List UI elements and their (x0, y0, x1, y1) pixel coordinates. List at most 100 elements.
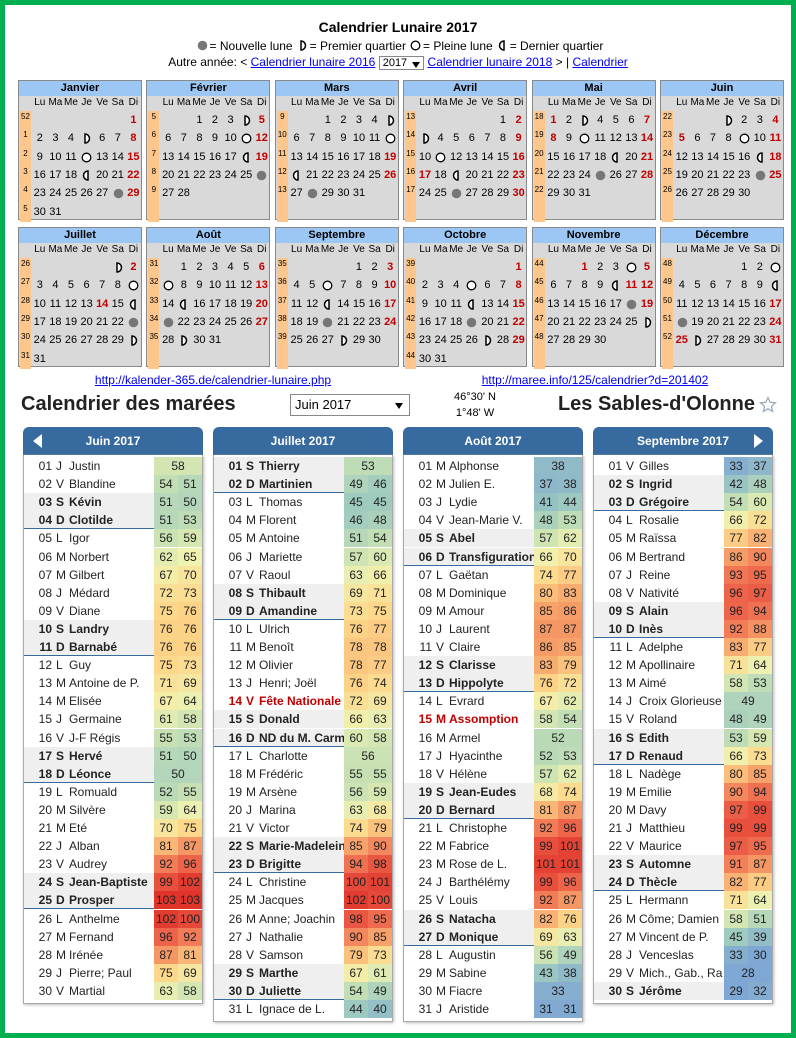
saint-name: Hervé (69, 748, 103, 763)
prev-link[interactable]: Calendrier lunaire 2016 (250, 55, 376, 69)
day: 4 (227, 261, 234, 273)
weekday-letter: S (626, 983, 635, 998)
day-number: 24 (608, 875, 622, 890)
day-number: 18 (418, 766, 432, 781)
weekday: Lu (419, 244, 431, 255)
day-number: 12 (38, 658, 52, 673)
weekday: Me (64, 97, 78, 108)
day: 15 (512, 297, 525, 310)
day-number: 05 (608, 531, 622, 546)
moon-first (388, 115, 395, 126)
source-link[interactable]: http://maree.info/125/calendrier?d=20140… (481, 373, 709, 387)
weekday: Sa (496, 244, 510, 255)
weekday-letter: L (246, 875, 253, 890)
week-number: 52 (21, 112, 30, 121)
coefficient: 55 (344, 764, 368, 783)
coefficient: 102 (344, 891, 368, 910)
day: 14 (640, 132, 654, 145)
weekday: Je (338, 244, 349, 255)
tide-row: 08 V Nativité 96 97 (594, 583, 772, 602)
day: 13 (481, 297, 494, 310)
saint-name: Amour (449, 603, 485, 618)
year-select[interactable]: 2017 (378, 56, 425, 70)
place-name: Les Sables-d'Olonne (557, 393, 755, 415)
weekday: Di (257, 244, 267, 255)
coefficient: 31 (534, 1000, 558, 1019)
day: 28 (706, 187, 720, 200)
moon-first (299, 40, 306, 51)
coefficient: 79 (344, 945, 368, 964)
day: 19 (691, 315, 704, 328)
month-name: Mai (532, 81, 655, 96)
saint-name: Jean-Marie V. (449, 513, 523, 528)
tide-row: 24 S Jean-Baptiste 99 102 (24, 873, 202, 892)
weekday-letter: J (436, 748, 442, 763)
weekday-letter: J (626, 694, 632, 709)
month-table: 01 M Alphonse 38 02 M Julien E. 37 38 03 J Lydie 41 4… (403, 455, 583, 1023)
day: 17 (224, 150, 237, 163)
coefficient: 42 (724, 475, 748, 494)
day: 2 (565, 114, 573, 126)
saint-name: Amandine (259, 603, 318, 618)
week-number: 44 (406, 350, 416, 360)
weekday: Lu (291, 97, 303, 108)
next-link[interactable]: Calendrier lunaire 2018 (427, 55, 553, 69)
day: 13 (706, 297, 720, 310)
saint-name: Augustin (449, 947, 496, 962)
home-link[interactable]: Calendrier (572, 55, 628, 69)
weekday-letter: V (56, 730, 65, 745)
coefficient: 43 (534, 963, 558, 982)
coefficient: 96 (558, 873, 582, 892)
day-number: 30 (228, 983, 242, 998)
coefficient: 101 (534, 855, 558, 874)
saint-name: Christine (259, 875, 307, 890)
day-number: 28 (38, 947, 52, 962)
day: 3 (52, 132, 59, 145)
week-column (20, 111, 31, 222)
coefficient: 33 (724, 945, 748, 964)
week-number: 28 (21, 295, 30, 305)
weekday-letter: D (246, 603, 255, 618)
weekday: Di (642, 97, 652, 108)
saint-name: Jean-Eudes (449, 784, 517, 799)
favorite-star[interactable] (759, 396, 777, 414)
week-number: 6 (151, 130, 157, 140)
weekday-letter: J (626, 821, 632, 835)
coefficient: 66 (724, 511, 748, 530)
prev-arrow[interactable] (33, 434, 42, 448)
saint-name: Ignace de L. (259, 1002, 326, 1016)
coefficient: 103 (178, 891, 202, 910)
day: 21 (481, 168, 494, 181)
day: 6 (628, 114, 635, 126)
tide-row: 21 M Eté 70 75 (24, 819, 202, 838)
day: 15 (496, 150, 510, 163)
day: 11 (450, 297, 462, 310)
saint-name: Fabrice (449, 839, 490, 854)
week-number: 9 (280, 112, 285, 121)
moon-new (677, 317, 687, 328)
day: 1 (355, 261, 363, 273)
week-number: 25 (663, 166, 672, 176)
week-number: 46 (534, 295, 544, 305)
day: 16 (337, 150, 350, 163)
coefficient: 91 (724, 855, 748, 874)
moon-new (451, 188, 462, 199)
weekday-letter: D (626, 495, 635, 510)
moon-last (771, 280, 778, 292)
next-arrow[interactable] (754, 434, 763, 448)
tide-row: 26 S Natacha 82 76 (404, 909, 582, 928)
coefficient: 92 (534, 891, 558, 910)
tide-row: 28 V Samson 79 73 (214, 945, 392, 964)
week-column (533, 258, 545, 369)
coefficient: 53 (178, 511, 202, 530)
saint-name: Igor (69, 531, 90, 546)
day: 1 (130, 114, 137, 126)
weekday-letter: D (246, 477, 255, 492)
saint-name: Brigitte (259, 857, 301, 872)
coefficient: 77 (368, 656, 392, 675)
saint-name: Blandine (69, 477, 116, 492)
month-select[interactable]: Juin 2017 (290, 394, 410, 416)
saint-name: Martinien (259, 477, 313, 492)
source-link[interactable]: http://kalender-365.de/calendrier-lunair… (94, 373, 332, 387)
day: 7 (99, 279, 106, 292)
